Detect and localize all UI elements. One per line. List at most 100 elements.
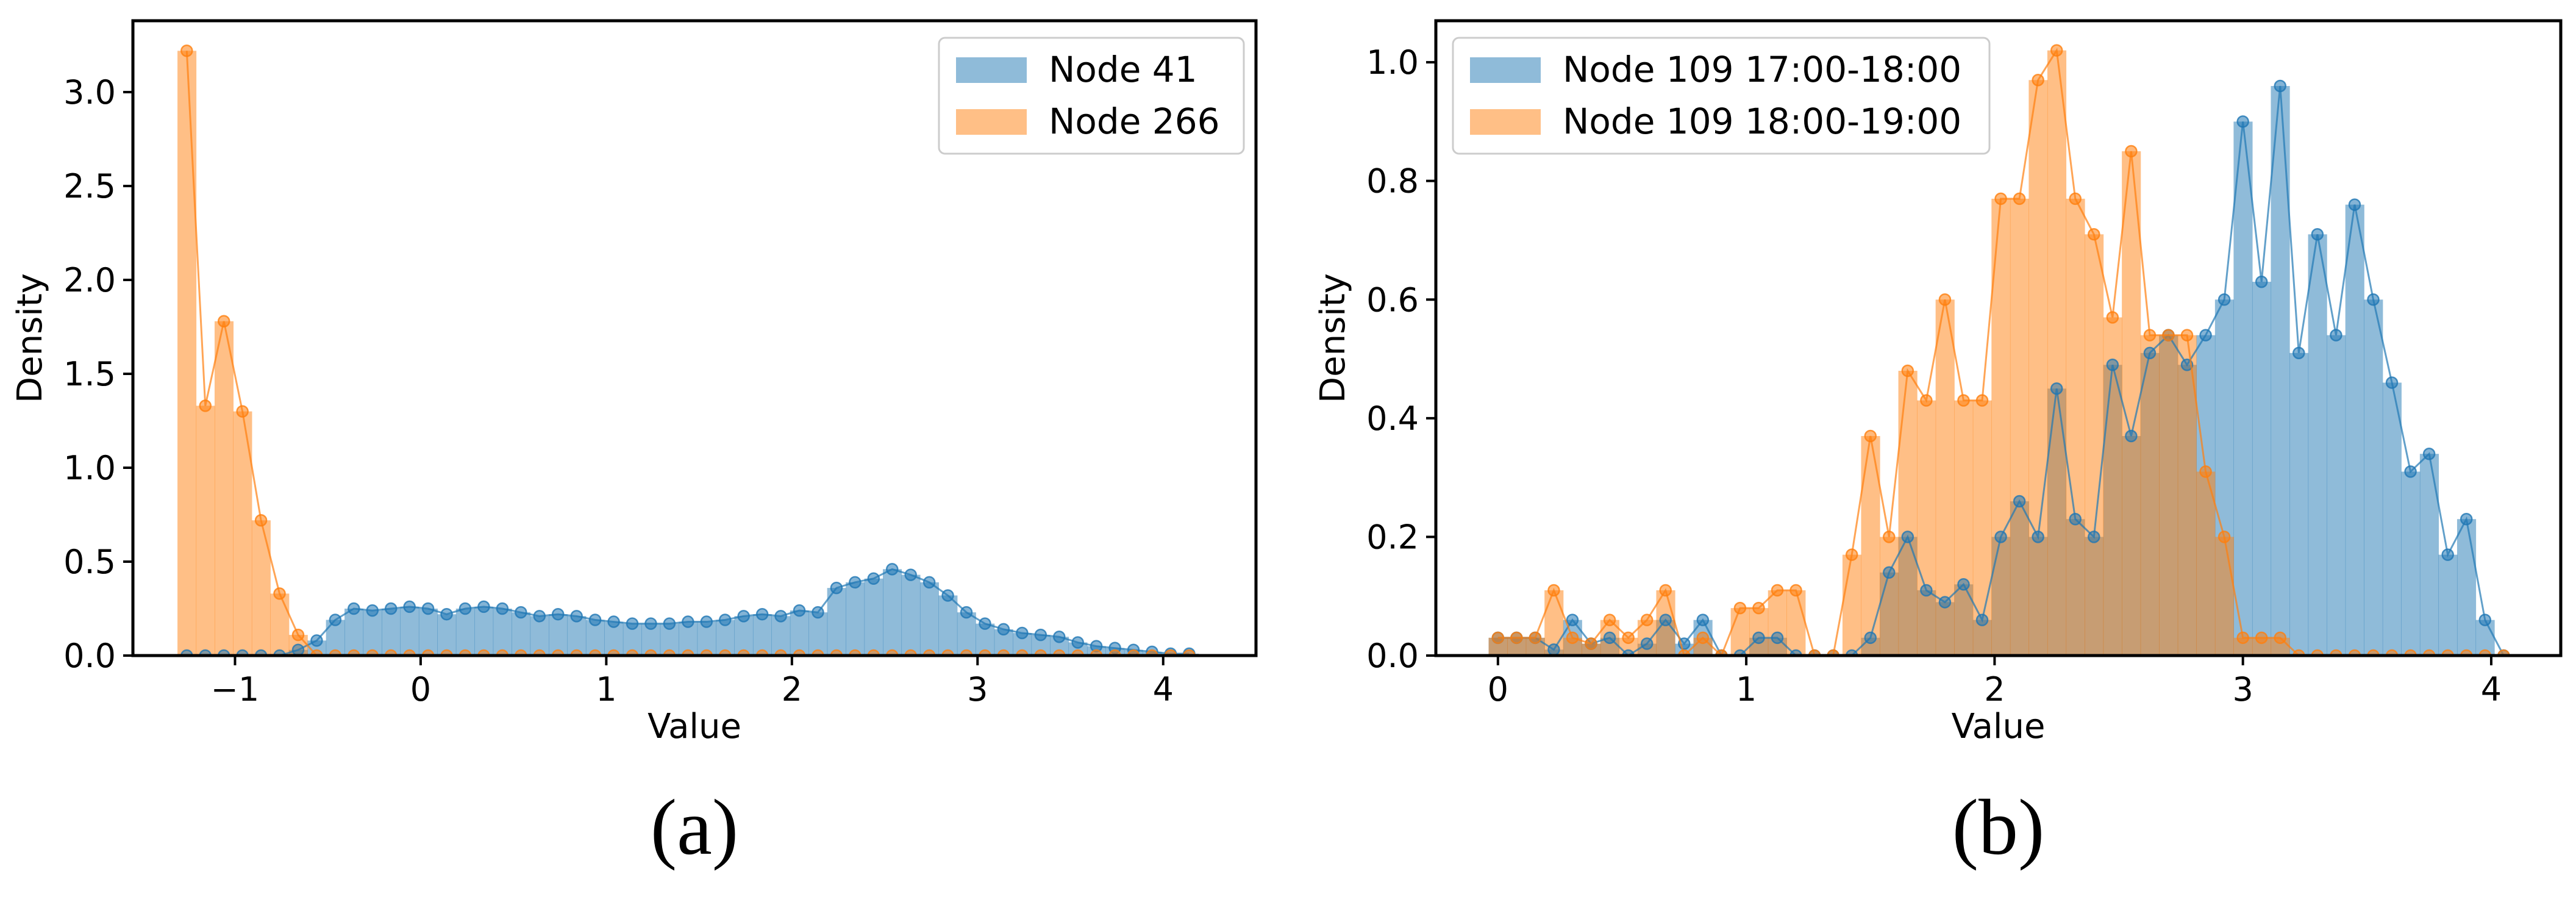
data-point: [960, 606, 973, 619]
data-point: [1016, 626, 1029, 640]
histogram-bar: [418, 609, 438, 656]
data-point: [2013, 495, 2026, 508]
data-point: [1883, 531, 1896, 543]
axes-frame: [1434, 19, 2563, 657]
data-point: [2013, 192, 2026, 206]
histogram-bar: [901, 574, 921, 656]
data-point: [1053, 630, 1066, 643]
y-tick-label: 0.2: [1366, 518, 1419, 556]
legend: Node 41 Node 266: [938, 37, 1245, 155]
histogram-bar: [2252, 282, 2272, 656]
data-point: [329, 613, 342, 626]
data-point: [533, 610, 546, 623]
panel-caption: (b): [1952, 784, 2045, 871]
data-point: [2162, 329, 2175, 341]
histogram-bar: [846, 582, 865, 656]
data-point: [2180, 359, 2194, 371]
data-point: [2143, 346, 2157, 360]
x-tick-label: 3: [967, 670, 988, 709]
histogram-bar: [251, 520, 271, 656]
histogram-bar: [883, 569, 902, 656]
histogram-bar: [530, 616, 549, 656]
data-point: [886, 563, 899, 576]
data-point: [2088, 531, 2100, 543]
data-point: [1547, 584, 1560, 597]
histogram-bar: [2028, 80, 2048, 656]
data-point: [2125, 145, 2138, 158]
data-point: [2180, 329, 2194, 341]
histogram-bar: [919, 582, 939, 656]
y-tick-label: 0.0: [63, 637, 116, 675]
histogram-bar: [196, 406, 215, 656]
data-point: [217, 315, 230, 328]
data-point: [1957, 394, 1970, 407]
data-point: [607, 615, 620, 628]
histogram-bar: [1842, 554, 1862, 656]
data-point: [2385, 376, 2399, 389]
data-point: [1071, 636, 1084, 649]
data-point: [2088, 227, 2100, 241]
data-point: [1901, 364, 1914, 377]
data-point: [348, 602, 360, 615]
histogram-bar: [2159, 335, 2178, 656]
histogram-bar: [270, 593, 290, 656]
data-point: [2460, 512, 2473, 526]
data-point: [2274, 631, 2287, 645]
data-point: [1659, 584, 1672, 597]
data-point: [588, 613, 602, 626]
y-tick-label: 0.5: [63, 543, 116, 581]
data-point: [199, 399, 212, 412]
data-point: [2050, 382, 2063, 395]
y-tick-label: 0.4: [1366, 399, 1419, 438]
y-tick-label: 1.0: [1366, 43, 1419, 82]
data-point: [384, 602, 398, 615]
data-point: [2236, 631, 2249, 645]
y-tick-label: 1.5: [63, 355, 116, 393]
data-point: [1603, 631, 1616, 645]
histogram-bar: [734, 616, 754, 656]
histogram-bar: [864, 578, 883, 656]
data-point: [626, 617, 639, 630]
histogram-bar: [2308, 234, 2327, 656]
plot-area: [1488, 44, 2510, 656]
x-axis-label: Value: [648, 707, 741, 746]
data-point: [180, 45, 193, 57]
data-point: [310, 634, 323, 647]
data-point: [2106, 359, 2119, 371]
histogram-bar: [2010, 198, 2029, 656]
histogram-bar: [2364, 299, 2383, 656]
data-point: [2236, 115, 2249, 128]
histogram-bar: [1786, 590, 1806, 656]
histogram-bar: [2327, 335, 2346, 656]
data-point: [1752, 631, 1765, 645]
y-tick-label: 1.0: [63, 449, 116, 487]
data-point: [1585, 637, 1597, 650]
data-point: [2478, 613, 2492, 626]
data-point: [644, 617, 657, 630]
data-point: [2069, 512, 2082, 526]
data-point: [812, 606, 824, 619]
histogram-bar: [2214, 537, 2235, 656]
data-point: [2255, 631, 2268, 645]
histogram-bar: [363, 610, 382, 656]
data-point: [477, 600, 490, 613]
plot-area: [177, 45, 1199, 656]
x-tick-label: 4: [1153, 670, 1174, 709]
legend-frame: [1452, 37, 1991, 155]
data-point: [663, 617, 676, 630]
x-tick-label: 0: [410, 670, 431, 709]
legend-label: Node 266: [1049, 101, 1220, 142]
data-point: [291, 628, 305, 642]
histogram-bar: [177, 51, 197, 656]
data-point: [1659, 613, 1672, 626]
data-point: [236, 405, 249, 418]
histogram-bar: [512, 612, 531, 656]
y-axis-label: Density: [10, 273, 50, 403]
data-point: [997, 623, 1010, 636]
y-tick-label: 0.8: [1366, 162, 1419, 201]
histogram-bar: [808, 612, 828, 656]
data-point: [2032, 74, 2044, 87]
data-point: [1510, 631, 1523, 645]
histogram-bar: [752, 614, 772, 656]
